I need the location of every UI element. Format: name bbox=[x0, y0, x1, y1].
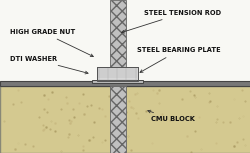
Text: HIGH GRADE NUT: HIGH GRADE NUT bbox=[10, 29, 93, 57]
Text: STEEL TENSION ROD: STEEL TENSION ROD bbox=[121, 10, 220, 33]
Text: DTI WASHER: DTI WASHER bbox=[10, 56, 88, 74]
Text: STEEL BEARING PLATE: STEEL BEARING PLATE bbox=[136, 47, 220, 72]
Bar bbox=[91, 80, 142, 83]
Bar bbox=[0, 86, 250, 153]
Bar bbox=[96, 67, 138, 81]
Bar bbox=[110, 86, 126, 153]
Bar bbox=[0, 0, 250, 86]
Text: CMU BLOCK: CMU BLOCK bbox=[147, 110, 194, 122]
Bar bbox=[96, 67, 138, 81]
Bar bbox=[91, 80, 142, 83]
Bar bbox=[0, 81, 250, 86]
Bar bbox=[110, 0, 126, 81]
